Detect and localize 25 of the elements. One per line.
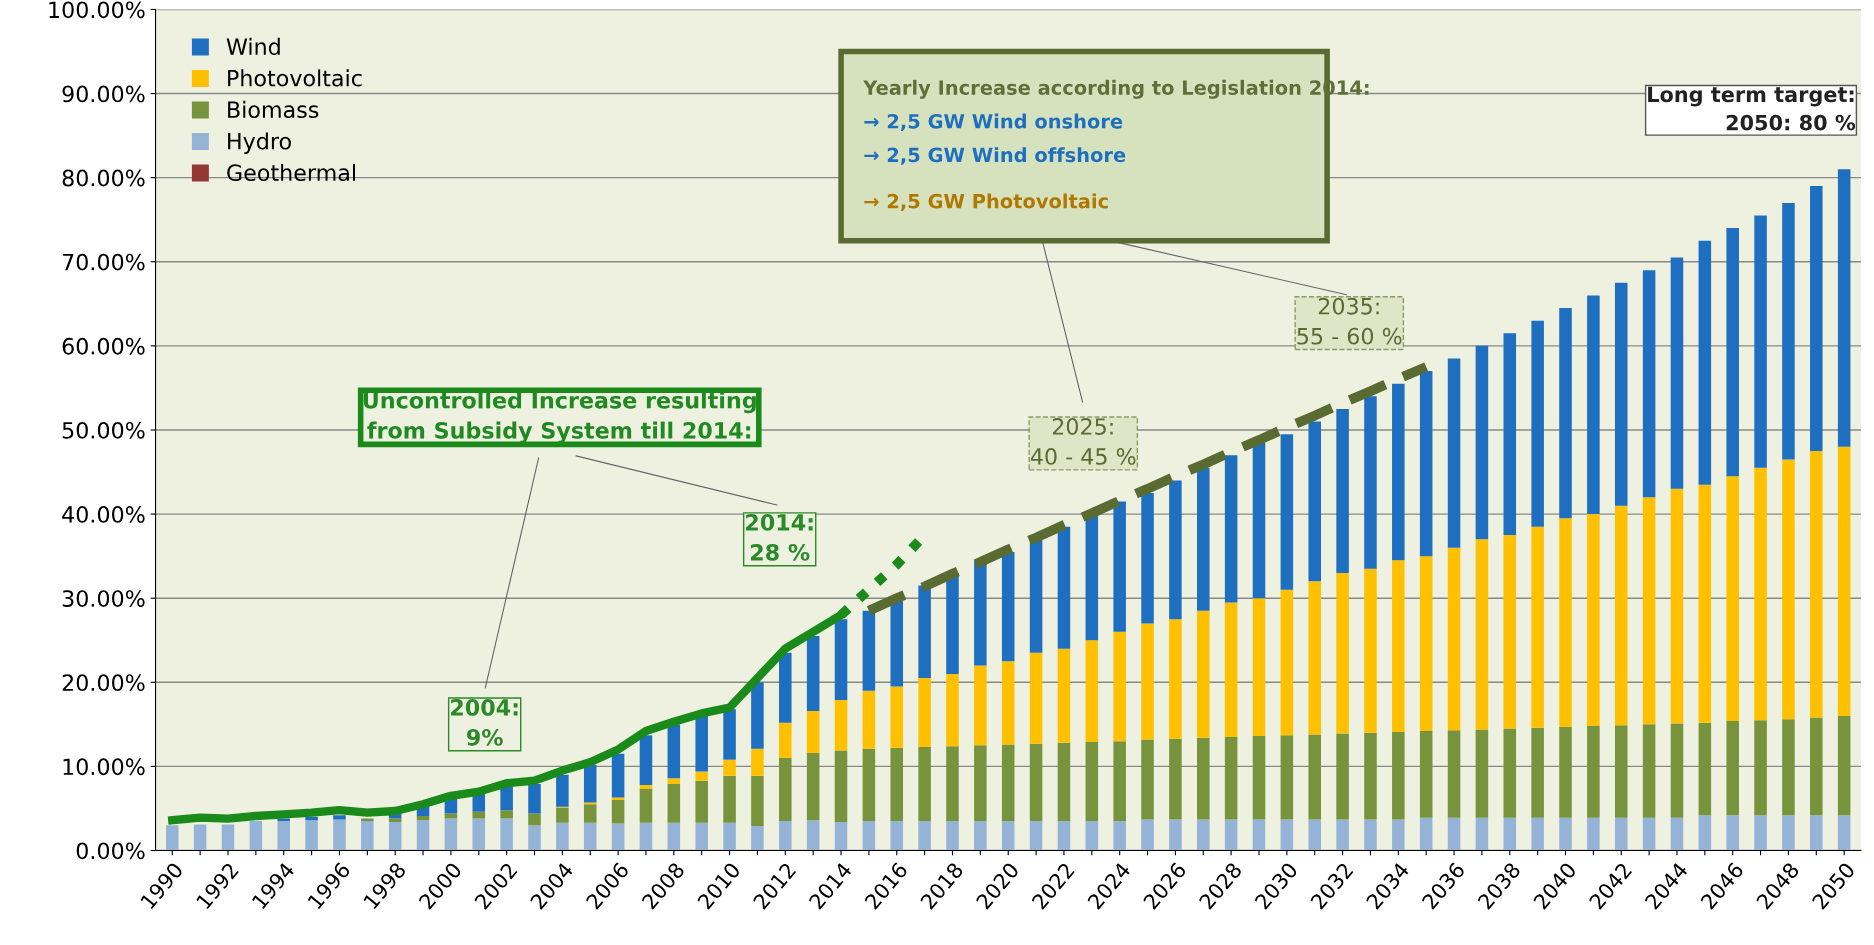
annotation: → 2,5 GW Wind onshore	[864, 113, 1123, 132]
annotation: → 2,5 GW Photovoltaic	[864, 193, 1108, 212]
legend-label: Geothermal	[227, 163, 355, 182]
y-tick-label: 100.00%	[49, 1, 145, 19]
y-tick-label: 90.00%	[62, 85, 145, 103]
y-tick-label: 50.00%	[62, 421, 145, 439]
annotation: 2035: 55 - 60 %	[1297, 297, 1402, 345]
annotation: Long term target: 2050: 80 %	[1648, 86, 1856, 131]
y-tick-label: 20.00%	[62, 674, 145, 692]
legend-label: Wind	[226, 37, 280, 56]
y-tick-label: 0.00%	[76, 842, 145, 860]
y-tick-label: 60.00%	[62, 337, 145, 355]
legend-label: Biomass	[228, 100, 319, 119]
y-tick-label: 10.00%	[63, 758, 145, 776]
y-tick-label: 80.00%	[62, 169, 145, 187]
y-tick-label: 30.00%	[62, 590, 145, 607]
annotation: 2004: 9%	[451, 699, 518, 746]
annotation: Uncontrolled Increase resulting from Subsidy System till 2014:	[363, 391, 756, 444]
legend-label: Hydro	[228, 132, 291, 154]
annotation: 2014: 28 %	[746, 513, 813, 561]
annotation: 2025: 40 - 45 %	[1030, 418, 1136, 465]
annotation: → 2,5 GW Wind offshore	[864, 147, 1126, 165]
y-tick-label: 40.00%	[62, 506, 145, 523]
legend-label: Photovoltaic	[228, 69, 362, 87]
y-tick-label: 70.00%	[62, 253, 145, 271]
